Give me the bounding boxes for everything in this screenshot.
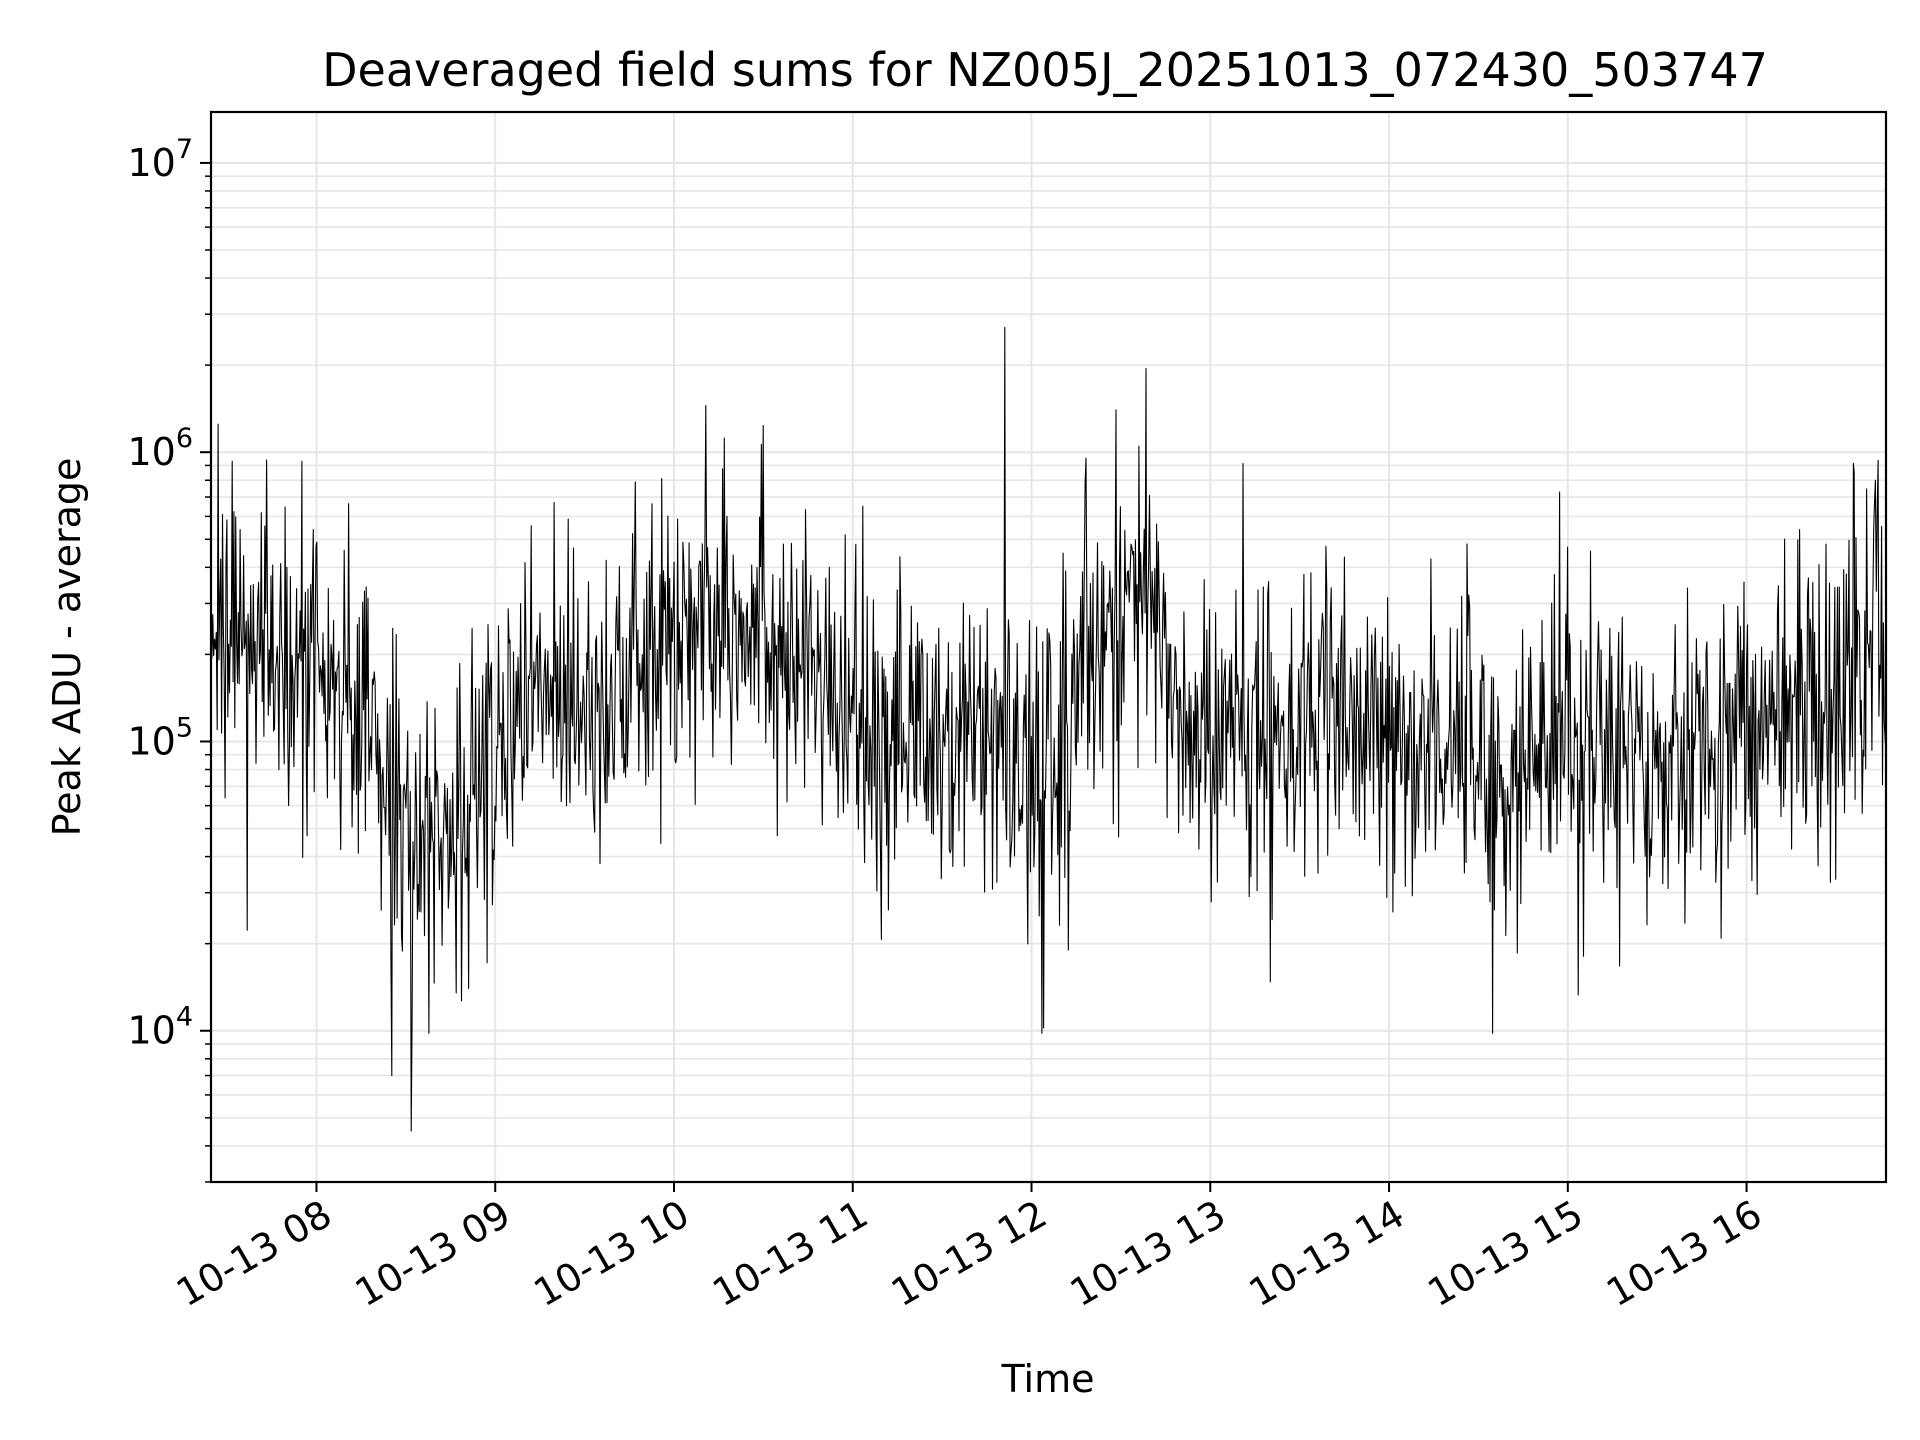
y-axis-label: Peak ADU - average bbox=[45, 458, 89, 837]
grid-lines bbox=[211, 112, 1886, 1183]
chart-title: Deaveraged field sums for NZ005J_2025101… bbox=[322, 43, 1768, 97]
y-tick-label: 107 bbox=[127, 134, 193, 185]
y-axis: 104 105 106 107 bbox=[127, 134, 211, 1183]
y-tick-label: 104 bbox=[127, 1002, 193, 1053]
series-line bbox=[210, 326, 1887, 1132]
plot-frame bbox=[209, 110, 1888, 1184]
y-tick-label: 105 bbox=[127, 712, 193, 763]
series-layer bbox=[210, 326, 1887, 1132]
x-axis-label: Time bbox=[1001, 1357, 1095, 1401]
y-tick-label: 106 bbox=[127, 423, 193, 474]
